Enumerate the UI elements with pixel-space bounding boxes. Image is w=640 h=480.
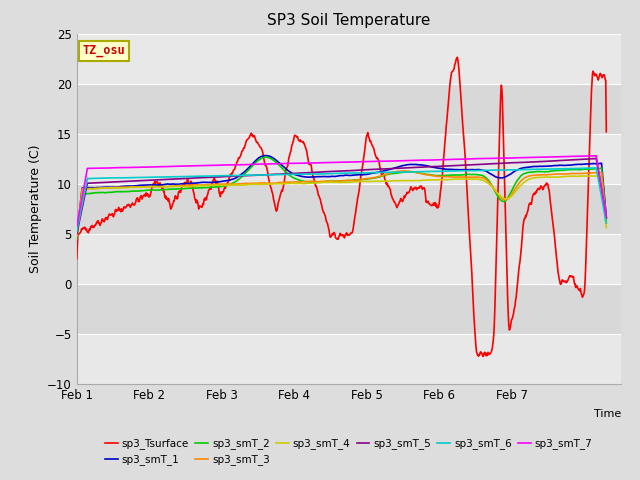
Bar <box>77 334 621 384</box>
Bar <box>77 34 621 84</box>
Y-axis label: Soil Temperature (C): Soil Temperature (C) <box>29 144 42 273</box>
Bar <box>77 234 621 284</box>
Text: TZ_osu: TZ_osu <box>82 44 125 57</box>
Text: Time: Time <box>593 408 621 419</box>
Bar <box>77 284 621 334</box>
Bar <box>77 84 621 134</box>
Bar <box>77 134 621 184</box>
Title: SP3 Soil Temperature: SP3 Soil Temperature <box>267 13 431 28</box>
Legend: sp3_Tsurface, sp3_smT_1, sp3_smT_2, sp3_smT_3, sp3_smT_4, sp3_smT_5, sp3_smT_6, : sp3_Tsurface, sp3_smT_1, sp3_smT_2, sp3_… <box>105 438 593 465</box>
Bar <box>77 184 621 234</box>
